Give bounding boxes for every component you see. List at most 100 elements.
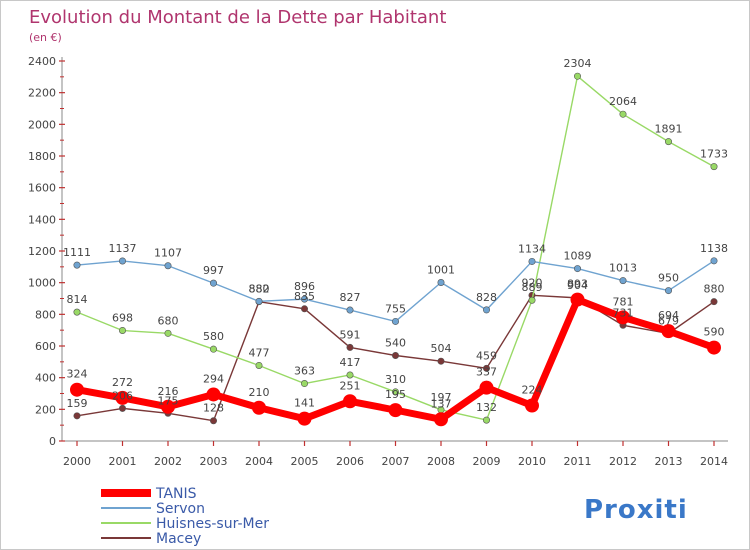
data-point — [437, 357, 445, 365]
data-point — [346, 371, 354, 379]
legend-label: Macey — [156, 531, 201, 547]
data-label: 1137 — [109, 242, 137, 255]
data-label: 694 — [658, 309, 679, 322]
data-label: 904 — [567, 279, 588, 292]
data-point — [391, 388, 399, 396]
data-label: 731 — [613, 306, 634, 319]
data-point — [664, 138, 672, 146]
data-point — [482, 306, 490, 314]
data-label: 310 — [385, 373, 406, 386]
data-point — [115, 390, 130, 405]
data-point — [255, 297, 263, 305]
y-tick-label: 1800 — [28, 150, 56, 163]
x-tick-label: 2007 — [382, 455, 410, 468]
y-tick-label: 1600 — [28, 182, 56, 195]
data-point — [434, 412, 448, 427]
data-label: 159 — [67, 397, 88, 410]
data-point — [252, 400, 266, 415]
data-label: 1001 — [427, 264, 455, 277]
data-label: 477 — [249, 346, 270, 359]
data-label: 504 — [431, 342, 452, 355]
data-label: 224 — [522, 384, 543, 397]
data-label: 132 — [476, 401, 497, 414]
data-label: 363 — [294, 365, 315, 378]
data-point — [255, 361, 263, 369]
data-label: 1111 — [63, 246, 91, 259]
data-point — [528, 257, 536, 265]
data-label: 591 — [340, 328, 361, 341]
logo-text: Proxiti — [584, 495, 688, 525]
x-tick-label: 2011 — [564, 455, 592, 468]
data-label: 417 — [340, 356, 361, 369]
data-label: 195 — [385, 388, 406, 401]
data-label: 755 — [385, 302, 406, 315]
data-point — [161, 399, 175, 414]
data-point — [300, 295, 308, 303]
y-tick-label: 2400 — [28, 55, 56, 68]
legend-label: Servon — [156, 501, 205, 517]
data-label: 889 — [522, 281, 543, 294]
data-label: 680 — [158, 314, 179, 327]
data-point — [388, 403, 403, 418]
data-label: 1013 — [609, 262, 637, 275]
data-point — [573, 72, 581, 80]
x-tick-label: 2003 — [200, 455, 228, 468]
data-label: 882 — [249, 282, 270, 295]
data-label: 1107 — [154, 247, 182, 260]
data-labels-layer: 159 206 175 128 880 835 591 540 504 459 920 904 731 6… — [63, 57, 728, 415]
data-label: 827 — [340, 291, 361, 304]
data-label: 698 — [112, 311, 133, 324]
data-label: 1138 — [700, 242, 728, 255]
data-point — [391, 351, 399, 359]
data-point — [70, 382, 84, 397]
data-point — [297, 411, 312, 426]
axes: 0 200 400 600 800 1000 1200 1400 1600 1800 2000 220… — [28, 55, 728, 468]
data-label: 997 — [203, 264, 224, 277]
data-point — [210, 345, 218, 353]
data-label: 880 — [704, 283, 725, 296]
x-tick-label: 2002 — [154, 455, 182, 468]
data-label: 175 — [158, 394, 179, 407]
data-label: 950 — [658, 272, 679, 285]
y-tick-label: 200 — [35, 403, 56, 416]
x-tick-label: 2012 — [609, 455, 637, 468]
data-point — [479, 380, 494, 395]
data-point — [210, 279, 218, 287]
data-point — [343, 394, 357, 409]
x-tick-label: 2001 — [109, 455, 137, 468]
y-tick-label: 1400 — [28, 213, 56, 226]
data-label: 893 — [567, 278, 588, 291]
data-point — [482, 416, 490, 424]
data-point — [570, 292, 585, 307]
data-label: 459 — [476, 349, 497, 362]
data-label: 896 — [294, 280, 315, 293]
data-label: 828 — [476, 291, 497, 304]
data-label: 920 — [522, 276, 543, 289]
data-label: 206 — [112, 389, 133, 402]
data-label: 337 — [476, 366, 497, 379]
y-tick-label: 800 — [35, 308, 56, 321]
chart-title: Evolution du Montant de la Dette par Hab… — [29, 7, 446, 28]
x-tick-label: 2013 — [655, 455, 683, 468]
y-tick-label: 600 — [35, 340, 56, 353]
x-tick-label: 2006 — [336, 455, 364, 468]
data-point — [119, 326, 127, 334]
data-point — [119, 404, 127, 412]
data-label: 1134 — [518, 242, 546, 255]
data-label: 1891 — [655, 123, 683, 136]
data-point — [619, 277, 627, 285]
data-point — [525, 398, 539, 413]
data-point — [119, 257, 127, 265]
data-label: 1733 — [700, 148, 728, 161]
data-label: 679 — [658, 314, 679, 327]
data-point — [710, 257, 718, 265]
data-point — [661, 324, 676, 339]
data-label: 210 — [249, 386, 270, 399]
data-label: 324 — [67, 368, 88, 381]
data-label: 880 — [249, 283, 270, 296]
data-point — [206, 387, 221, 402]
x-tick-label: 2008 — [427, 455, 455, 468]
data-point — [437, 279, 445, 287]
